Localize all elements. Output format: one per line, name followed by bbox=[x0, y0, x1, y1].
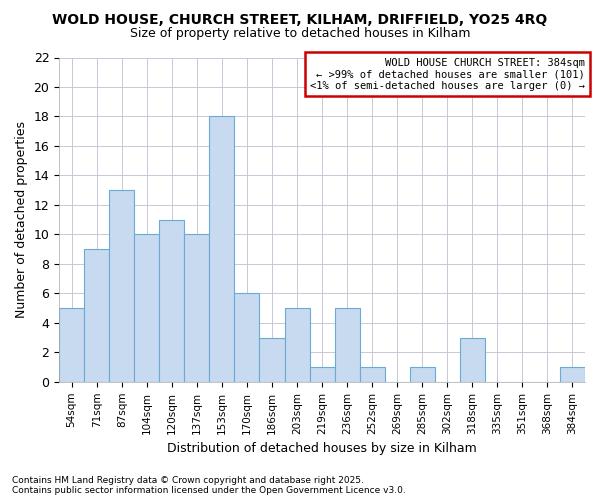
Bar bbox=[109, 190, 134, 382]
Bar bbox=[59, 308, 84, 382]
X-axis label: Distribution of detached houses by size in Kilham: Distribution of detached houses by size … bbox=[167, 442, 477, 455]
Bar bbox=[284, 308, 310, 382]
Text: WOLD HOUSE CHURCH STREET: 384sqm
← >99% of detached houses are smaller (101)
<1%: WOLD HOUSE CHURCH STREET: 384sqm ← >99% … bbox=[310, 58, 585, 90]
Bar bbox=[335, 308, 359, 382]
Bar bbox=[359, 367, 385, 382]
Bar bbox=[209, 116, 235, 382]
Bar bbox=[560, 367, 585, 382]
Bar bbox=[235, 294, 259, 382]
Bar bbox=[160, 220, 184, 382]
Bar bbox=[184, 234, 209, 382]
Bar bbox=[460, 338, 485, 382]
Bar bbox=[134, 234, 160, 382]
Bar bbox=[410, 367, 435, 382]
Bar bbox=[310, 367, 335, 382]
Text: WOLD HOUSE, CHURCH STREET, KILHAM, DRIFFIELD, YO25 4RQ: WOLD HOUSE, CHURCH STREET, KILHAM, DRIFF… bbox=[52, 12, 548, 26]
Text: Size of property relative to detached houses in Kilham: Size of property relative to detached ho… bbox=[130, 28, 470, 40]
Bar bbox=[84, 249, 109, 382]
Bar bbox=[259, 338, 284, 382]
Text: Contains HM Land Registry data © Crown copyright and database right 2025.
Contai: Contains HM Land Registry data © Crown c… bbox=[12, 476, 406, 495]
Y-axis label: Number of detached properties: Number of detached properties bbox=[15, 121, 28, 318]
